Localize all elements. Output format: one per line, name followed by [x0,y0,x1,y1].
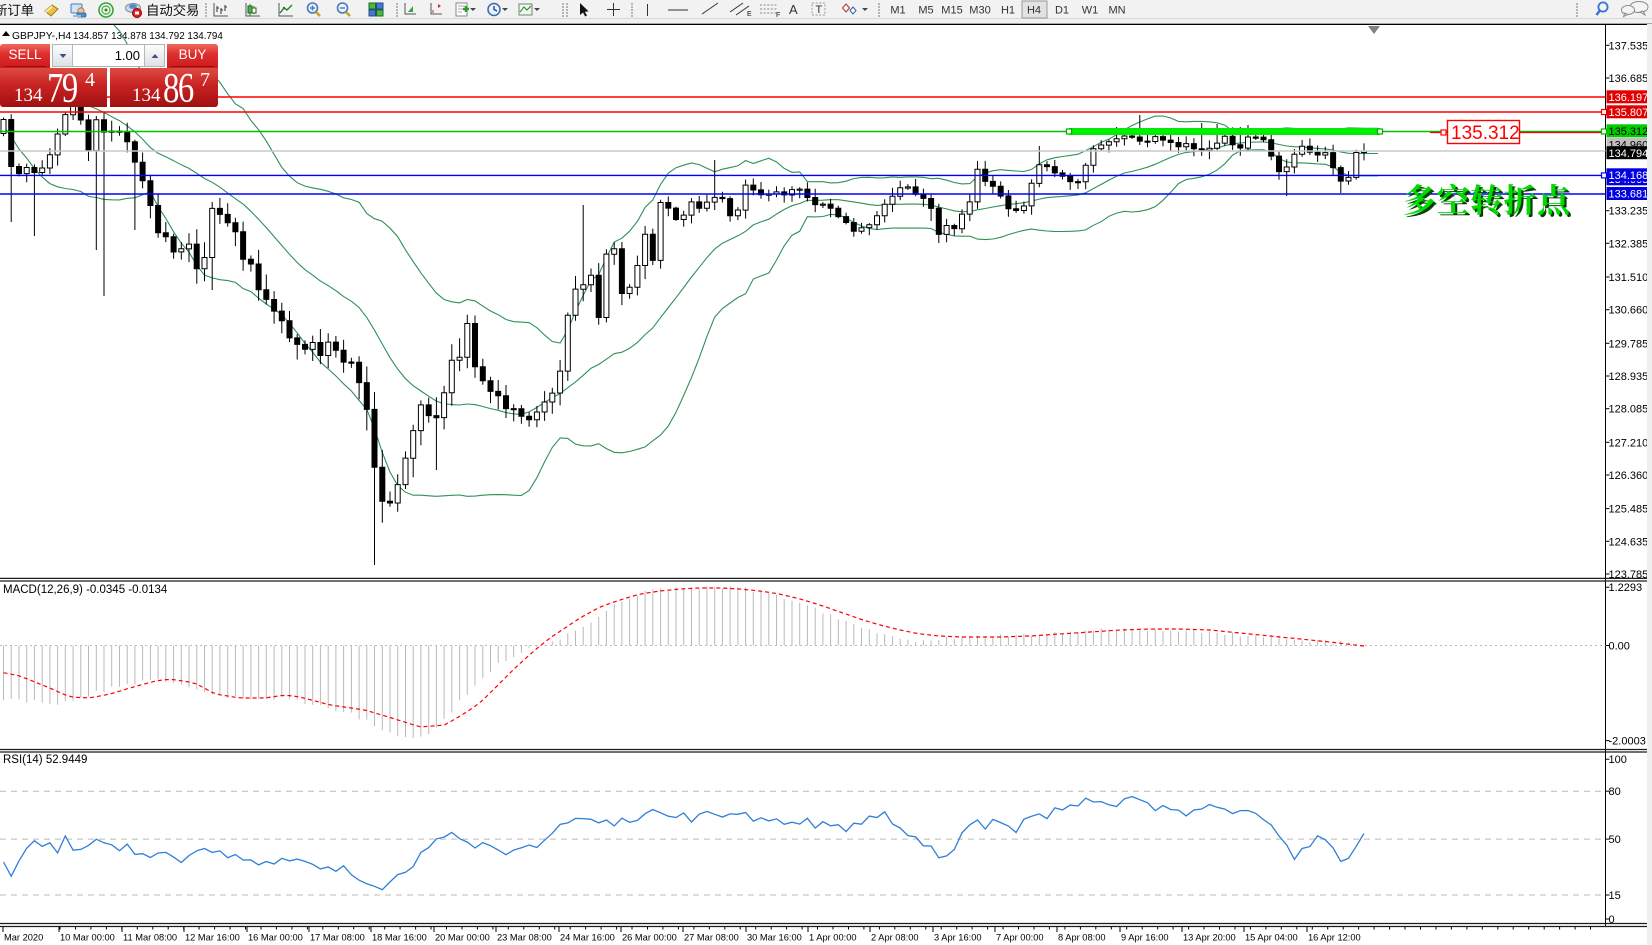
svg-text:131.510: 131.510 [1609,272,1649,284]
svg-text:133.235: 133.235 [1609,206,1649,218]
svg-text:MN: MN [1108,5,1125,17]
svg-text:128.085: 128.085 [1609,404,1649,416]
svg-text:D1: D1 [1055,5,1069,17]
svg-text:30 Mar 16:00: 30 Mar 16:00 [747,933,802,943]
svg-text:RSI(14) 52.9449: RSI(14) 52.9449 [3,754,87,766]
svg-text:126.360: 126.360 [1609,470,1649,482]
svg-text:16 Mar 00:00: 16 Mar 00:00 [248,933,303,943]
svg-text:127.210: 127.210 [1609,437,1649,449]
svg-text:9 Apr 16:00: 9 Apr 16:00 [1121,933,1169,943]
svg-text:7 Apr 00:00: 7 Apr 00:00 [996,933,1044,943]
svg-text:134.794: 134.794 [1609,148,1649,160]
svg-text:M1: M1 [890,5,905,17]
svg-text:0.00: 0.00 [1609,641,1630,653]
svg-text:11 Mar 08:00: 11 Mar 08:00 [123,933,177,943]
svg-text:M15: M15 [941,5,962,17]
svg-text:130.660: 130.660 [1609,305,1649,317]
svg-text:18 Mar 16:00: 18 Mar 16:00 [372,933,427,943]
svg-text:20 Mar 00:00: 20 Mar 00:00 [435,933,490,943]
svg-text:M30: M30 [969,5,990,17]
svg-text:100: 100 [1609,754,1627,766]
svg-text:2 Apr 08:00: 2 Apr 08:00 [871,933,919,943]
svg-text:136.197: 136.197 [1609,92,1649,104]
svg-text:26 Mar 00:00: 26 Mar 00:00 [622,933,677,943]
svg-text:50: 50 [1609,834,1621,846]
svg-text:E: E [747,11,752,18]
svg-text:8 Apr 08:00: 8 Apr 08:00 [1058,933,1106,943]
svg-text:12 Mar 16:00: 12 Mar 16:00 [185,933,240,943]
svg-text:MACD(12,26,9) -0.0345 -0.0134: MACD(12,26,9) -0.0345 -0.0134 [3,584,168,596]
svg-text:13 Apr 20:00: 13 Apr 20:00 [1183,933,1236,943]
svg-text:F: F [776,12,780,19]
svg-text:24 Mar 16:00: 24 Mar 16:00 [560,933,615,943]
svg-text:124.635: 124.635 [1609,536,1649,548]
svg-text:M5: M5 [918,5,933,17]
svg-text:135.807: 135.807 [1609,107,1649,119]
svg-text:17 Mar 08:00: 17 Mar 08:00 [310,933,365,943]
svg-text:1.2293: 1.2293 [1609,582,1643,594]
svg-text:W1: W1 [1082,5,1099,17]
svg-text:-2.0003: -2.0003 [1609,736,1646,748]
svg-text:1 Apr 00:00: 1 Apr 00:00 [809,933,857,943]
svg-text:27 Mar 08:00: 27 Mar 08:00 [684,933,739,943]
svg-text:T: T [816,4,823,16]
svg-text:136.685: 136.685 [1609,73,1649,85]
svg-text:134.168: 134.168 [1609,170,1649,182]
svg-text:133.681: 133.681 [1609,189,1649,201]
svg-text:0: 0 [1609,914,1615,926]
svg-text:H4: H4 [1027,5,1041,17]
svg-text:135.312: 135.312 [1609,126,1649,138]
svg-text:137.535: 137.535 [1609,40,1649,52]
svg-text:15 Apr 04:00: 15 Apr 04:00 [1245,933,1298,943]
svg-text:23 Mar 08:00: 23 Mar 08:00 [497,933,552,943]
svg-text:135.312: 135.312 [1451,123,1520,144]
svg-text:125.485: 125.485 [1609,504,1649,516]
svg-text:A: A [789,2,798,17]
svg-text:15: 15 [1609,890,1621,902]
svg-text:128.935: 128.935 [1609,371,1649,383]
svg-text:129.785: 129.785 [1609,338,1649,350]
svg-text:123.785: 123.785 [1609,569,1649,581]
svg-text:3 Apr 16:00: 3 Apr 16:00 [934,933,982,943]
svg-text:GBPJPY-,H4: GBPJPY-,H4 [12,31,71,42]
svg-text:10 Mar 00:00: 10 Mar 00:00 [60,933,115,943]
svg-text:H1: H1 [1001,5,1015,17]
svg-text:Mar 2020: Mar 2020 [4,933,43,943]
svg-text:16 Apr 12:00: 16 Apr 12:00 [1308,933,1361,943]
svg-text:132.385: 132.385 [1609,238,1649,250]
svg-text:134.857 134.878 134.792 134.79: 134.857 134.878 134.792 134.794 [73,31,223,42]
svg-text:80: 80 [1609,786,1621,798]
